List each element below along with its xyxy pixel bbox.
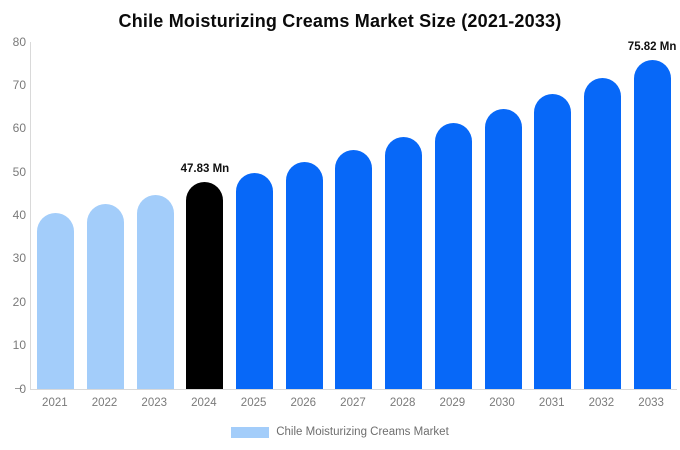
- legend-swatch: [231, 426, 270, 438]
- y-tick-label-80: 80: [12, 34, 26, 49]
- y-tick-label-30: 30: [12, 251, 26, 266]
- y-tick-label-60: 60: [12, 121, 26, 136]
- bar-slot-2032: [578, 42, 628, 389]
- y-tick-label-70: 70: [12, 77, 26, 92]
- bar-slot-2024: 47.83 Mn: [180, 42, 230, 389]
- bar-2025[interactable]: [236, 172, 274, 389]
- bar-2026[interactable]: [285, 161, 323, 389]
- y-axis-origin-tick: [15, 388, 22, 389]
- bar-slot-2030: [478, 42, 528, 389]
- x-tick-label-2029: 2029: [439, 397, 466, 409]
- legend-item[interactable]: Chile Moisturizing Creams Market: [0, 426, 680, 438]
- y-tick-label-20: 20: [12, 294, 26, 309]
- x-tick-label-2026: 2026: [290, 397, 317, 409]
- x-tick-label-2027: 2027: [340, 397, 366, 409]
- bar-value-label-2033: 75.82 Mn: [627, 41, 677, 54]
- bar-slot-2023: [130, 42, 180, 389]
- x-axis-labels: 2021 2022 2023 2024 2025 2026 2027 2028 2029 2030…: [30, 397, 676, 409]
- bar-slot-2028: [379, 42, 429, 389]
- y-tick-label-0: 0: [19, 381, 26, 396]
- x-tick-label-2033: 2033: [638, 397, 664, 409]
- bar-2028[interactable]: [385, 136, 423, 389]
- bar-slot-2025: [230, 42, 280, 389]
- legend-label: Chile Moisturizing Creams Market: [276, 426, 449, 438]
- bar-2031[interactable]: [534, 94, 572, 389]
- bar-slot-2033: 75.82 Mn: [627, 41, 677, 389]
- y-tick-label-40: 40: [12, 208, 26, 222]
- plot-area: 47.83 Mn 75.82 Mn: [30, 41, 677, 390]
- bar-2032[interactable]: [583, 78, 621, 389]
- x-tick-label-2021: 2021: [42, 397, 68, 409]
- x-tick-label-2025: 2025: [240, 397, 267, 409]
- bar-2022[interactable]: [87, 203, 125, 389]
- bars-row: 47.83 Mn 75.82 Mn: [31, 41, 677, 389]
- x-tick-label-2022: 2022: [91, 397, 118, 409]
- y-tick-label-50: 50: [12, 164, 26, 179]
- bar-2021[interactable]: [37, 213, 75, 389]
- x-tick-label-2023: 2023: [141, 397, 168, 409]
- bar-2024[interactable]: [186, 181, 224, 389]
- bar-2027[interactable]: [335, 150, 373, 389]
- chart-title: Chile Moisturizing Creams Market Size (2…: [118, 11, 562, 31]
- bar-slot-2029: [429, 42, 479, 389]
- x-tick-label-2032: 2032: [588, 397, 615, 409]
- bar-2023[interactable]: [136, 194, 174, 389]
- bar-2029[interactable]: [434, 123, 472, 389]
- bar-slot-2027: [329, 42, 379, 389]
- y-tick-label-10: 10: [12, 338, 26, 353]
- bar-2033[interactable]: [633, 60, 671, 389]
- bar-2030[interactable]: [484, 108, 522, 389]
- x-tick-label-2028: 2028: [389, 397, 416, 409]
- bar-value-label-2024: 47.83 Mn: [180, 162, 230, 175]
- bar-slot-2031: [528, 42, 578, 389]
- x-tick-label-2031: 2031: [538, 397, 565, 409]
- bar-slot-2022: [81, 42, 131, 389]
- bar-slot-2026: [279, 42, 329, 389]
- bar-slot-2021: [31, 42, 81, 389]
- x-tick-label-2024: 2024: [191, 397, 217, 409]
- x-tick-label-2030: 2030: [489, 397, 515, 409]
